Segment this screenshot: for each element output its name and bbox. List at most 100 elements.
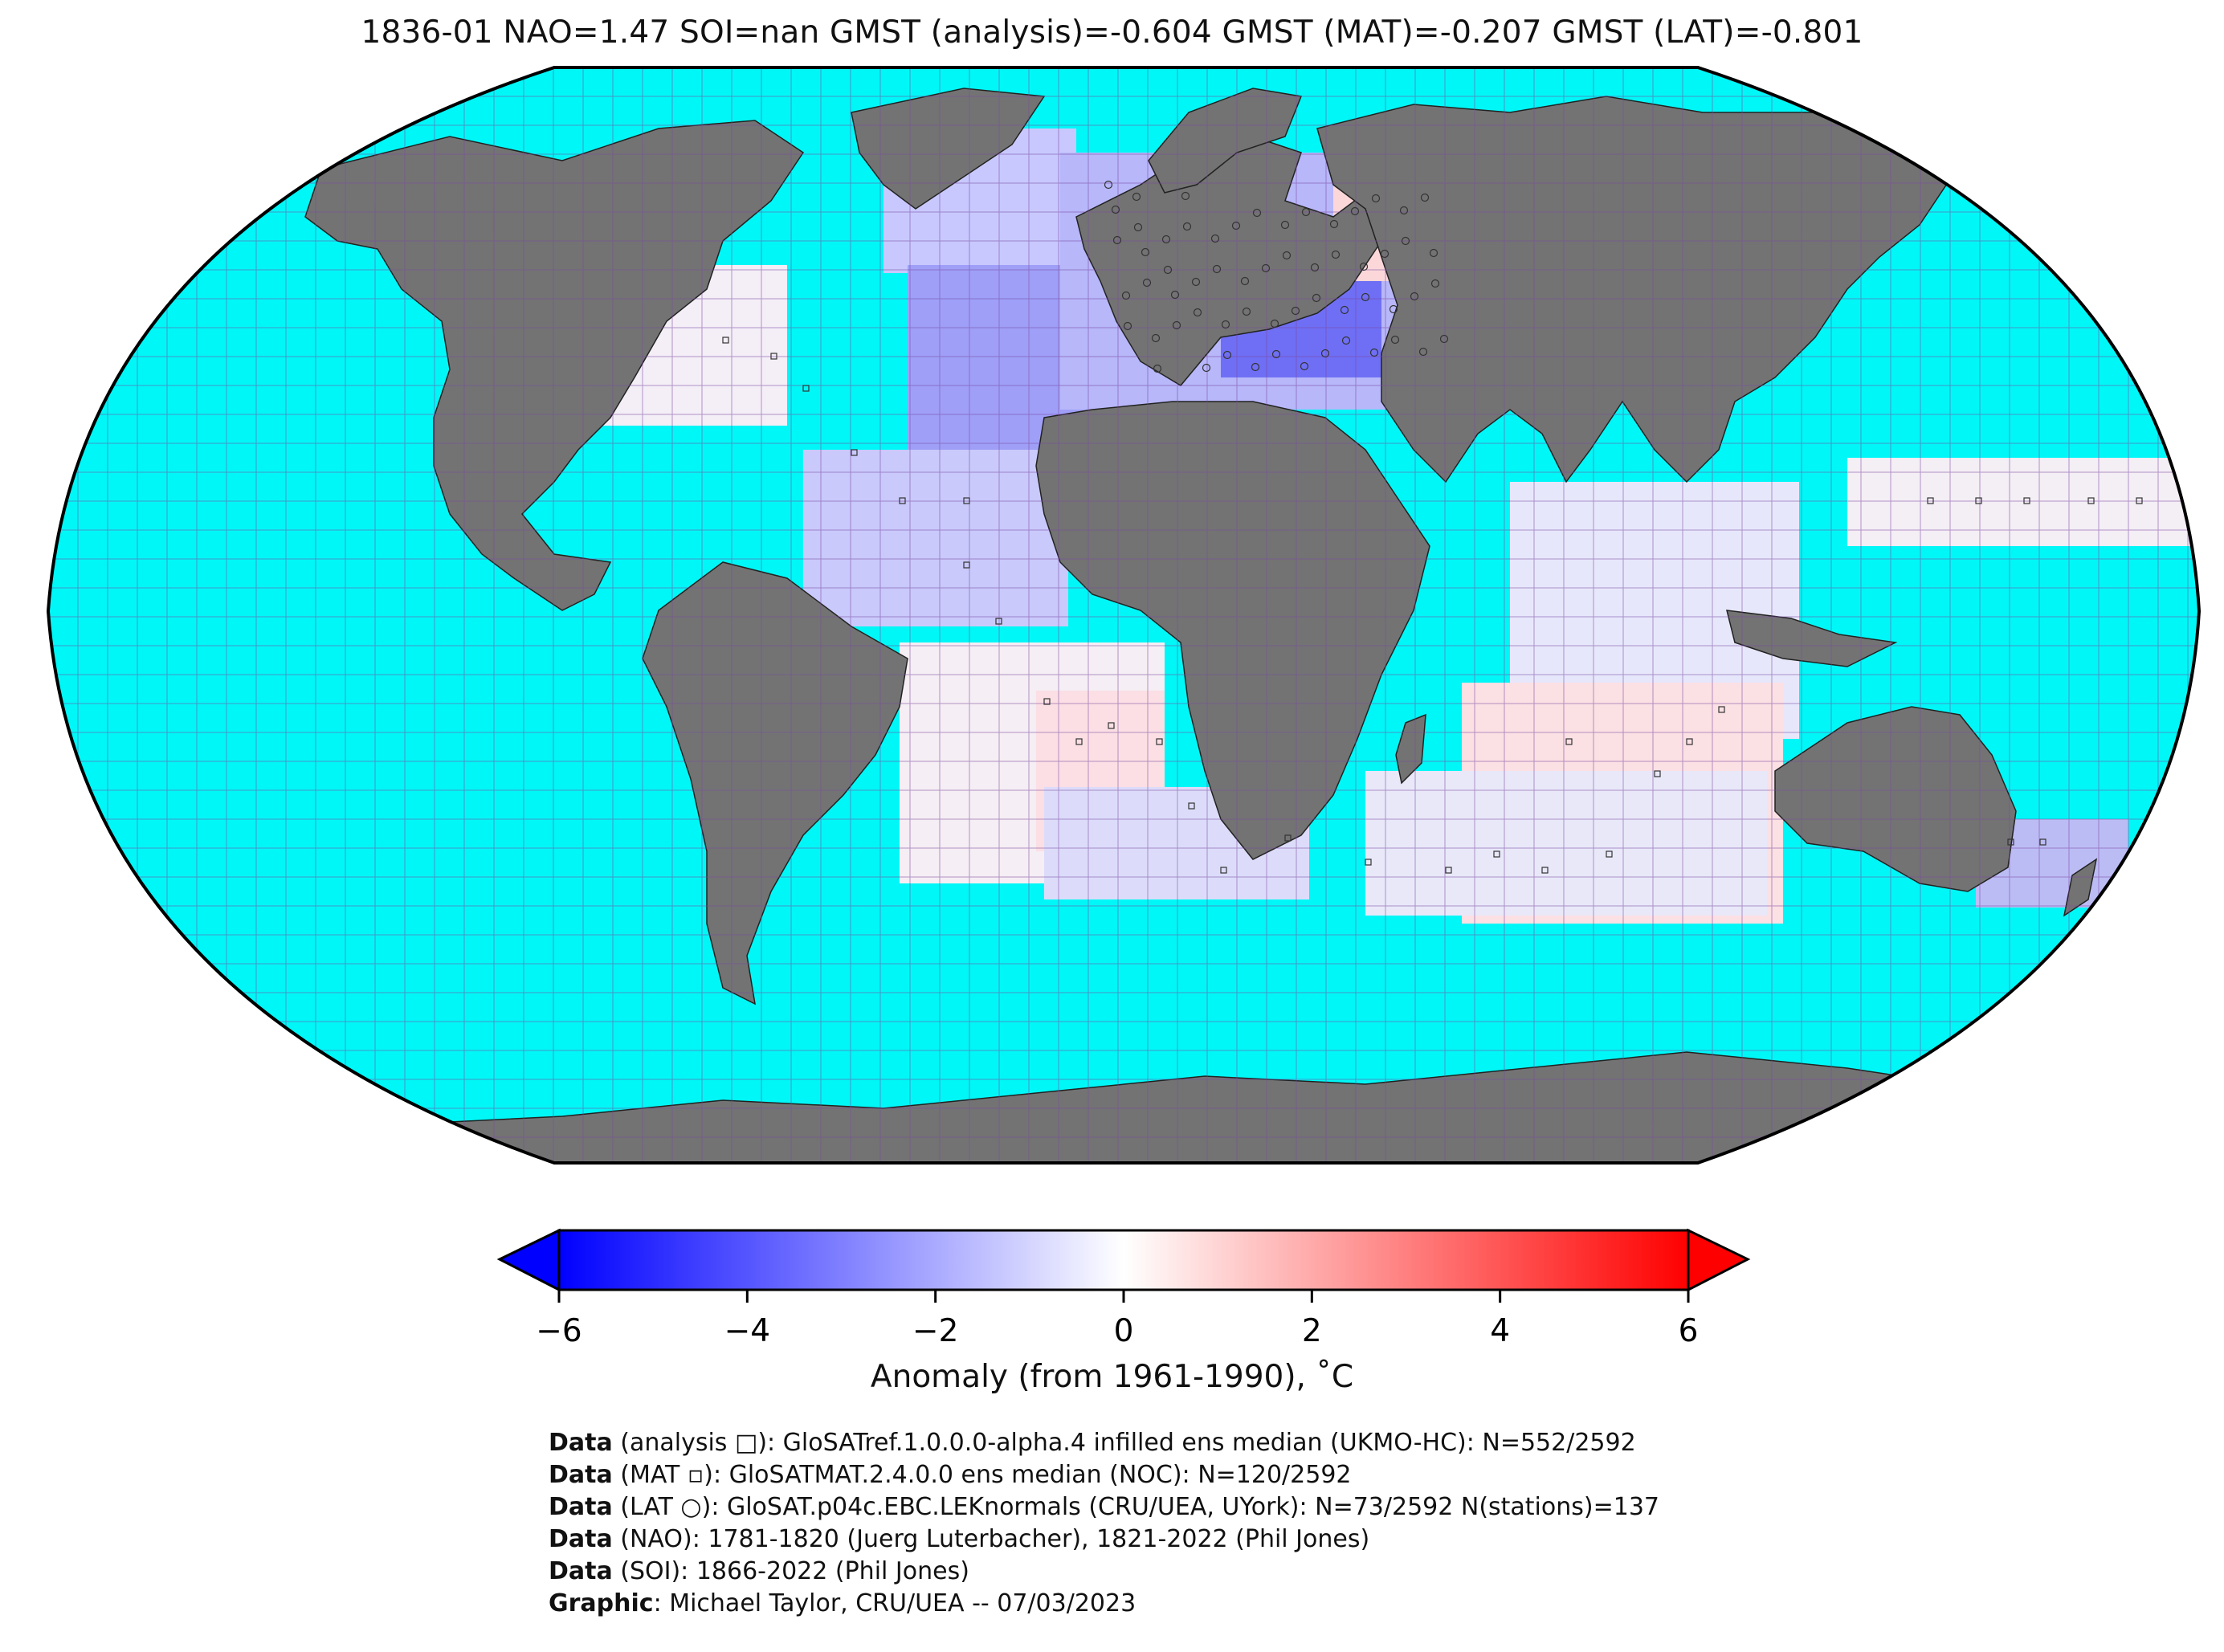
- analysis-marker: [1075, 738, 1083, 745]
- lat-station-marker: [1252, 208, 1262, 218]
- globe-outline: [46, 66, 2202, 1165]
- credit-text: (MAT ▫): GloSATMAT.2.4.0.0 ens median (N…: [612, 1461, 1352, 1489]
- analysis-marker: [1654, 770, 1661, 777]
- colorbar-gradient: [557, 1229, 1690, 1291]
- credit-label: Data: [549, 1557, 613, 1585]
- lat-station-marker: [1210, 234, 1220, 243]
- lat-station-marker: [1123, 321, 1132, 331]
- credit-label: Graphic: [549, 1589, 654, 1617]
- analysis-marker: [963, 497, 970, 504]
- lat-station-marker: [1212, 264, 1222, 274]
- station-markers: [722, 180, 2143, 874]
- colorbar: −6 −4 −2 0 2 4 6: [496, 1228, 1751, 1349]
- analysis-marker: [1927, 497, 1934, 504]
- north-america: [304, 120, 805, 611]
- credit-line: Graphic: Michael Taylor, CRU/UEA -- 07/0…: [549, 1588, 1659, 1620]
- lat-station-marker: [1163, 265, 1173, 275]
- lat-station-marker: [1429, 248, 1438, 258]
- lat-station-marker: [1221, 320, 1230, 329]
- lat-station-marker: [1320, 349, 1330, 358]
- lat-station-marker: [1172, 320, 1181, 330]
- analysis-marker: [1220, 867, 1227, 874]
- colorbar-tick-label: 0: [1114, 1313, 1134, 1349]
- analysis-marker: [899, 497, 906, 504]
- lat-station-marker: [1301, 207, 1311, 217]
- lat-station-marker: [1242, 307, 1251, 316]
- lat-station-marker: [1310, 263, 1320, 272]
- analysis-marker: [802, 385, 810, 392]
- lat-station-marker: [1141, 247, 1150, 257]
- lat-station-marker: [1282, 251, 1292, 260]
- lat-station-marker: [1191, 277, 1201, 287]
- world-anomaly-map: [46, 66, 2202, 1165]
- lat-station-marker: [1399, 206, 1409, 215]
- colorbar-tick-label: 6: [1679, 1313, 1699, 1349]
- colorbar-tick-label: −2: [912, 1313, 959, 1349]
- lat-station-marker: [1410, 292, 1419, 301]
- anomaly-cell: [1365, 771, 1767, 916]
- lat-station-marker: [1389, 304, 1398, 314]
- africa: [1035, 401, 1430, 860]
- lat-station-marker: [1312, 293, 1321, 303]
- lat-station-marker: [1369, 348, 1379, 357]
- lat-station-marker: [1240, 276, 1250, 286]
- lat-station-marker: [1418, 347, 1428, 357]
- analysis-marker: [1565, 738, 1573, 745]
- credit-line: Data (MAT ▫): GloSATMAT.2.4.0.0 ens medi…: [549, 1459, 1659, 1491]
- analysis-marker: [1606, 850, 1613, 858]
- credit-text: (LAT ○): GloSAT.p04c.EBC.LEKnormals (CRU…: [612, 1493, 1659, 1521]
- lat-station-marker: [1153, 364, 1162, 373]
- analysis-marker: [2039, 838, 2046, 846]
- land-masses: [80, 88, 2169, 1163]
- analysis-marker: [1043, 698, 1051, 705]
- lat-station-marker: [1151, 333, 1161, 343]
- analysis-marker: [1156, 738, 1163, 745]
- credits: Data (analysis □): GloSATref.1.0.0.0-alp…: [549, 1427, 1659, 1620]
- lat-station-marker: [1104, 180, 1113, 190]
- analysis-marker: [1188, 802, 1195, 810]
- analysis-marker: [1365, 859, 1372, 866]
- lat-station-marker: [1361, 292, 1370, 302]
- credit-text: : Michael Taylor, CRU/UEA -- 07/03/2023: [653, 1589, 1136, 1617]
- lat-station-marker: [1261, 263, 1271, 273]
- credit-line: Data (SOI): 1866-2022 (Phil Jones): [549, 1556, 1659, 1588]
- analysis-marker: [1975, 497, 1982, 504]
- analysis-marker: [1284, 834, 1292, 842]
- analysis-marker: [1493, 850, 1500, 858]
- lat-station-marker: [1170, 290, 1180, 300]
- lat-station-marker: [1193, 308, 1202, 317]
- lat-station-marker: [1300, 361, 1309, 371]
- lat-station-marker: [1231, 221, 1241, 230]
- analysis-marker: [2136, 497, 2143, 504]
- lat-station-marker: [1430, 279, 1440, 288]
- credit-text: (analysis □): GloSATref.1.0.0.0-alpha.4 …: [612, 1429, 1636, 1457]
- lat-station-marker: [1380, 249, 1389, 259]
- analysis-marker: [1718, 706, 1725, 713]
- credit-label: Data: [549, 1493, 613, 1521]
- map-title: 1836-01 NAO=1.47 SOI=nan GMST (analysis)…: [361, 14, 1863, 51]
- analysis-marker: [770, 353, 777, 360]
- credit-line: Data (LAT ○): GloSAT.p04c.EBC.LEKnormals…: [549, 1491, 1659, 1524]
- lat-station-marker: [1112, 235, 1122, 245]
- lat-station-marker: [1340, 305, 1349, 315]
- lat-station-marker: [1329, 219, 1339, 229]
- analysis-marker: [963, 561, 970, 569]
- credit-text: (SOI): 1866-2022 (Phil Jones): [612, 1557, 969, 1585]
- lat-station-marker: [1222, 350, 1232, 360]
- analysis-marker: [1686, 738, 1693, 745]
- lat-station-marker: [1350, 206, 1360, 216]
- lat-station-marker: [1202, 363, 1211, 373]
- lat-station-marker: [1280, 220, 1290, 230]
- analysis-marker: [1445, 867, 1452, 874]
- colorbar-tick-label: 4: [1490, 1313, 1510, 1349]
- analysis-marker: [1108, 722, 1115, 729]
- lat-station-marker: [1111, 205, 1120, 214]
- colorbar-tick-label: 2: [1302, 1313, 1322, 1349]
- lat-station-marker: [1359, 262, 1369, 271]
- credit-label: Data: [549, 1461, 613, 1489]
- lat-station-marker: [1132, 192, 1141, 202]
- lat-station-marker: [1142, 278, 1152, 288]
- lat-station-marker: [1331, 250, 1341, 259]
- lat-station-marker: [1161, 235, 1171, 244]
- analysis-marker: [1541, 867, 1549, 874]
